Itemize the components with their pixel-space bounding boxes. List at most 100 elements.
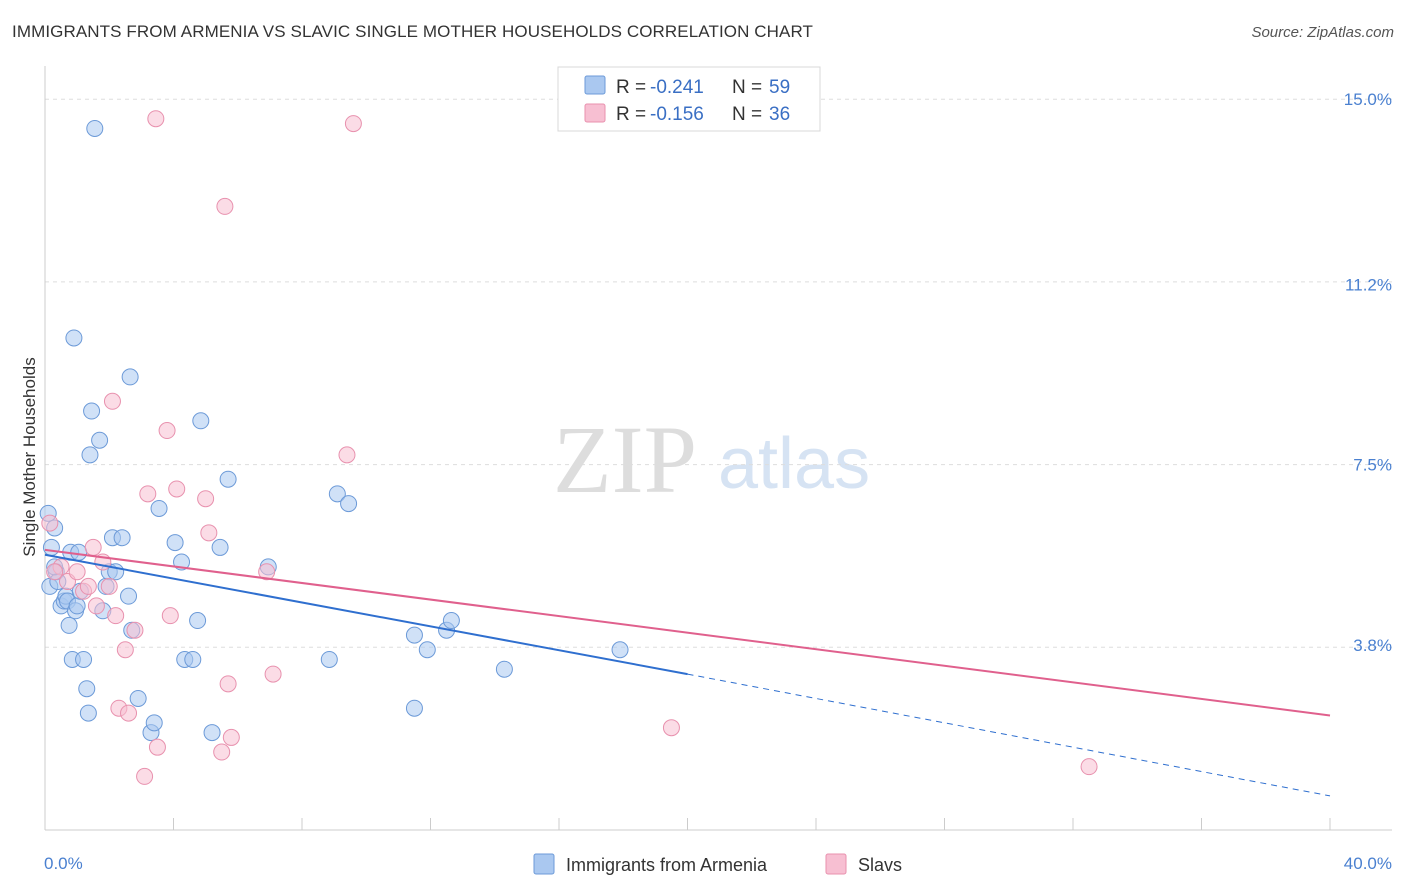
armenia-point-43 xyxy=(192,412,210,430)
slavs-point-34 xyxy=(1080,758,1098,776)
armenia-trend-line xyxy=(44,553,688,676)
legend-swatch-blue xyxy=(584,75,606,95)
slavs-point-29 xyxy=(264,665,282,683)
slavs-point-35 xyxy=(46,563,64,581)
slavs-point-33 xyxy=(662,719,680,737)
x-tick-label-0: 0.0% xyxy=(44,854,83,873)
slavs-point-20 xyxy=(161,607,179,625)
slavs-point-15 xyxy=(126,621,144,639)
x-tick-label-1: 40.0% xyxy=(1344,854,1392,873)
legend-r-value-2: -0.156 xyxy=(650,104,704,125)
slavs-point-26 xyxy=(219,675,237,693)
armenia-point-48 xyxy=(320,650,338,668)
slavs-point-22 xyxy=(197,490,215,508)
armenia-point-38 xyxy=(166,534,184,552)
armenia-point-37 xyxy=(150,499,168,517)
armenia-point-55 xyxy=(442,612,460,630)
legend-r-label-1: R = xyxy=(616,77,646,98)
armenia-point-52 xyxy=(405,626,423,644)
slavs-point-24 xyxy=(213,743,231,761)
armenia-point-10 xyxy=(60,616,78,634)
armenia-point-42 xyxy=(189,612,207,630)
tick-labels: 15.0% 11.2% 7.5% 3.8% 0.0% 40.0% xyxy=(44,90,1392,873)
slavs-point-0 xyxy=(41,514,59,532)
armenia-point-36 xyxy=(145,714,163,732)
slavs-point-17 xyxy=(139,485,157,503)
armenia-point-49 xyxy=(328,485,346,503)
legend: R = -0.241 N = 59 R = -0.156 N = 36 xyxy=(557,66,821,132)
armenia-point-19 xyxy=(78,680,96,698)
legend-swatch-pink xyxy=(584,103,606,123)
armenia-point-15 xyxy=(68,597,86,615)
armenia-point-51 xyxy=(405,699,423,717)
slavs-point-31 xyxy=(344,115,362,133)
slavs-point-10 xyxy=(103,392,121,410)
bottom-legend-swatch-pink xyxy=(825,853,847,875)
slavs-point-3 xyxy=(68,563,86,581)
axes xyxy=(44,66,1392,831)
legend-n-label-1: N = xyxy=(732,77,762,98)
armenia-point-18 xyxy=(75,650,93,668)
armenia-point-56 xyxy=(495,660,513,678)
slavs-point-32 xyxy=(147,110,165,128)
grid-lines xyxy=(45,98,1392,648)
y-tick-label-3: 3.8% xyxy=(1353,636,1392,655)
armenia-point-32 xyxy=(121,368,139,386)
slavs-point-30 xyxy=(338,446,356,464)
armenia-point-45 xyxy=(211,538,229,556)
armenia-point-20 xyxy=(79,704,97,722)
slavs-point-18 xyxy=(148,738,166,756)
series-slavs-points xyxy=(41,110,1098,785)
bottom-legend-label-armenia: Immigrants from Armenia xyxy=(566,855,768,875)
armenia-point-2 xyxy=(42,538,60,556)
bottom-legend-swatch-blue xyxy=(533,853,555,875)
armenia-point-44 xyxy=(203,724,221,742)
watermark-zip: ZIP xyxy=(553,406,697,513)
armenia-point-53 xyxy=(418,641,436,659)
armenia-point-23 xyxy=(86,119,104,137)
slavs-point-9 xyxy=(100,577,118,595)
slavs-point-16 xyxy=(136,767,154,785)
armenia-point-13 xyxy=(65,329,83,347)
legend-n-label-2: N = xyxy=(732,104,762,125)
slavs-point-28 xyxy=(258,563,276,581)
armenia-point-46 xyxy=(219,470,237,488)
slavs-point-6 xyxy=(84,538,102,556)
legend-r-label-2: R = xyxy=(616,104,646,125)
slavs-point-25 xyxy=(216,197,234,215)
slavs-point-11 xyxy=(107,607,125,625)
armenia-point-16 xyxy=(70,543,88,561)
armenia-point-30 xyxy=(113,529,131,547)
slavs-point-13 xyxy=(116,641,134,659)
legend-n-value-1: 59 xyxy=(769,77,790,98)
armenia-point-57 xyxy=(611,641,629,659)
bottom-legend: Immigrants from Armenia Slavs xyxy=(533,853,902,875)
y-axis-label: Single Mother Households xyxy=(20,357,39,556)
legend-n-value-2: 36 xyxy=(769,104,790,125)
slavs-trend-line xyxy=(44,548,1331,717)
slavs-point-7 xyxy=(87,597,105,615)
chart-title: IMMIGRANTS FROM ARMENIA VS SLAVIC SINGLE… xyxy=(12,22,814,41)
slavs-point-14 xyxy=(120,704,138,722)
slavs-point-19 xyxy=(158,422,176,440)
legend-r-value-1: -0.241 xyxy=(650,77,704,98)
slavs-point-5 xyxy=(79,577,97,595)
y-tick-label-0: 15.0% xyxy=(1344,90,1392,109)
y-tick-label-1: 11.2% xyxy=(1345,275,1392,294)
slavs-point-27 xyxy=(222,728,240,746)
armenia-point-21 xyxy=(81,446,99,464)
armenia-point-50 xyxy=(340,495,358,513)
armenia-point-41 xyxy=(184,650,202,668)
armenia-point-31 xyxy=(120,587,138,605)
slavs-point-23 xyxy=(200,524,218,542)
armenia-point-22 xyxy=(83,402,101,420)
trend-lines xyxy=(44,548,1331,797)
slavs-point-21 xyxy=(168,480,186,498)
armenia-point-24 xyxy=(91,431,109,449)
y-tick-label-2: 7.5% xyxy=(1353,456,1392,475)
armenia-point-34 xyxy=(129,689,147,707)
source-label: Source: ZipAtlas.com xyxy=(1251,24,1394,41)
watermark-atlas: atlas xyxy=(718,424,870,504)
bottom-legend-label-slavs: Slavs xyxy=(858,855,902,875)
